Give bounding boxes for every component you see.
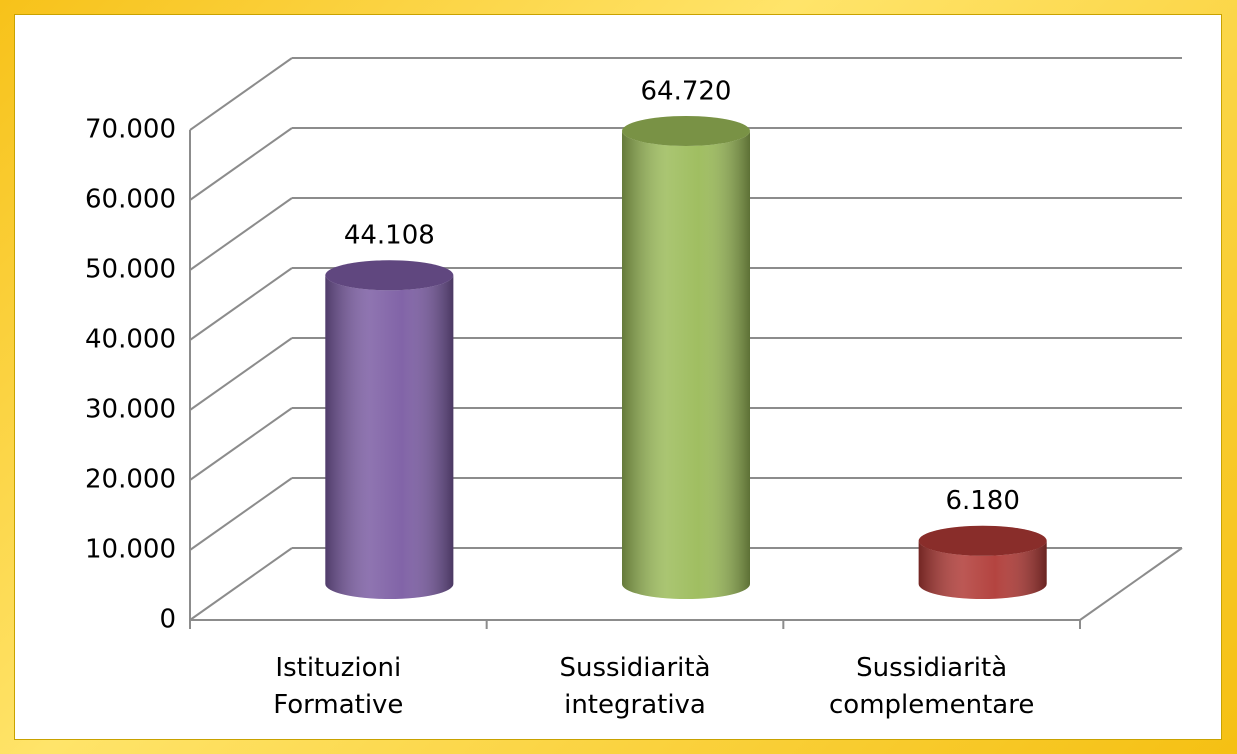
bar-top: [325, 260, 454, 291]
grid-line: [189, 267, 293, 341]
grid-line: [189, 57, 293, 131]
floor-edge: [1079, 547, 1183, 621]
bar-top-shade: [918, 525, 1047, 556]
x-tick-label: Sussidiarità complementare: [829, 653, 1034, 720]
grid-line: [189, 407, 293, 481]
y-tick-label: 60.000: [85, 185, 176, 215]
grid-line: [189, 477, 293, 551]
bar-top: [918, 525, 1047, 556]
bar-top: [622, 115, 750, 146]
value-label: 6.180: [945, 486, 1019, 516]
value-label: 64.720: [641, 76, 732, 106]
x-tick-label-line: Istituzioni: [275, 653, 401, 683]
y-tick-label: 70.000: [85, 115, 176, 145]
value-label: 44.108: [344, 221, 435, 251]
grid-line: [189, 547, 293, 621]
y-tick-label: 10.000: [85, 535, 176, 565]
bar-top-shade: [622, 115, 750, 146]
x-tick-label-line: Formative: [273, 690, 403, 720]
y-tick-label: 20.000: [85, 465, 176, 495]
x-tick-label-line: complementare: [829, 690, 1034, 720]
y-tick-label: 0: [159, 605, 176, 635]
y-tick-label: 30.000: [85, 395, 176, 425]
bar-shade: [325, 275, 454, 599]
x-tick-label: Sussidiarità integrativa: [560, 653, 711, 720]
y-tick-label: 40.000: [85, 325, 176, 355]
bar: [622, 115, 750, 599]
bar-shade: [622, 130, 750, 599]
x-tick-label-line: integrativa: [564, 690, 706, 720]
bar: [325, 260, 454, 599]
x-tick-label: Istituzioni Formative: [273, 653, 403, 720]
y-tick-label: 50.000: [85, 255, 176, 285]
x-tick-label-line: Sussidiarità: [856, 653, 1007, 683]
bar-top-shade: [325, 260, 454, 291]
bar: [918, 525, 1047, 599]
grid-line: [189, 127, 293, 201]
grid-line: [189, 197, 293, 271]
grid-line: [189, 337, 293, 411]
bar-shade: [918, 540, 1047, 599]
x-tick-label-line: Sussidiarità: [560, 653, 711, 683]
